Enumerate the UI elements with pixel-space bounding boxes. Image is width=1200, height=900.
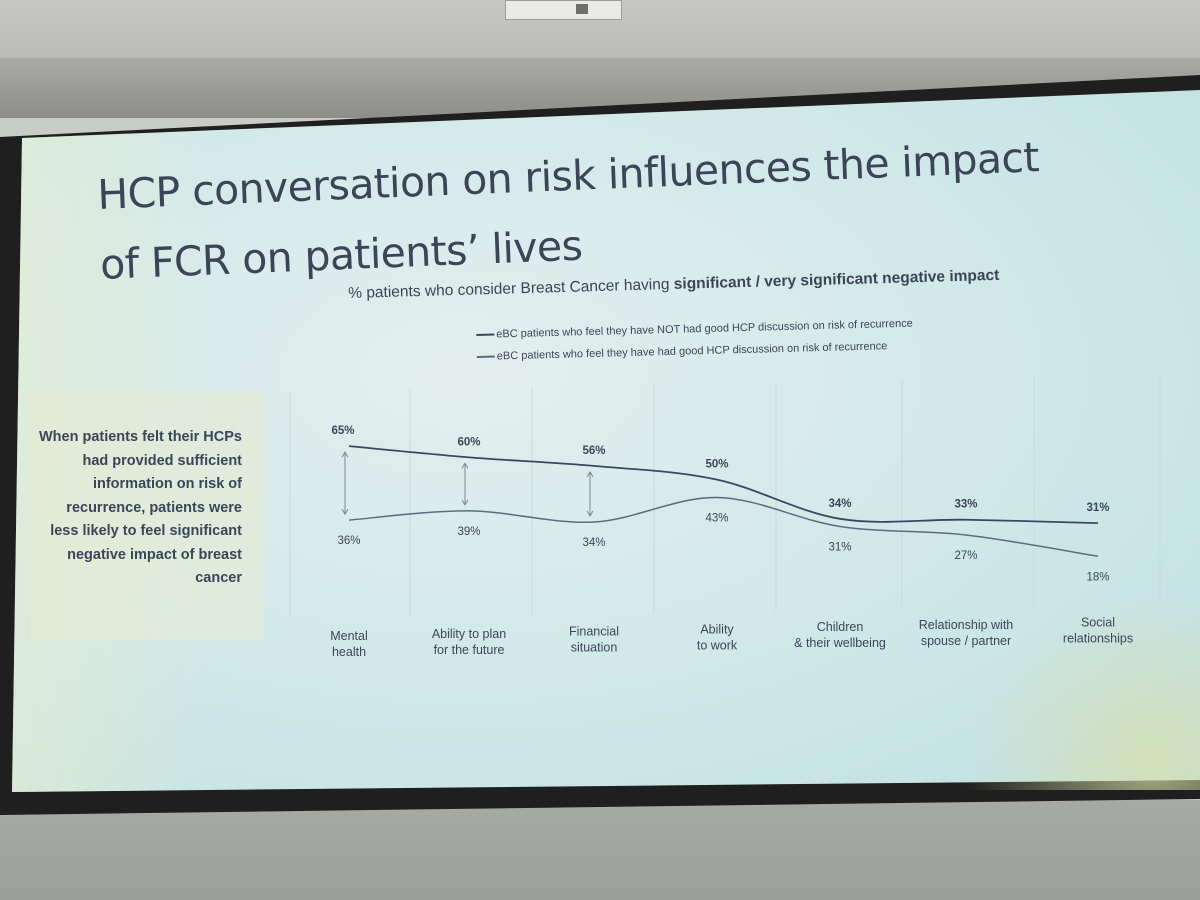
category-label-5-line-0: Relationship with (919, 618, 1014, 632)
data-label-not-good-2: 56% (582, 445, 605, 457)
data-label-not-good-5: 33% (954, 499, 977, 511)
gap-arrow-head-top-2 (586, 470, 594, 478)
category-label-3-line-0: Ability (700, 622, 734, 636)
side-note-panel (30, 392, 264, 640)
gap-arrow-head-bottom-1 (461, 499, 469, 506)
category-label-5-line-1: spouse / partner (921, 634, 1011, 648)
data-label-good-3: 43% (705, 512, 728, 524)
gap-arrow-head-top-0 (341, 451, 349, 458)
slide-decoration (960, 590, 1200, 790)
gap-arrow-head-top-1 (461, 462, 469, 469)
data-label-not-good-0: 65% (331, 425, 354, 437)
ceiling-vent (505, 0, 622, 20)
gap-arrow-head-bottom-2 (586, 510, 594, 517)
data-label-good-1: 39% (457, 526, 480, 538)
data-label-not-good-3: 50% (705, 459, 728, 471)
category-label-2-line-1: situation (571, 641, 618, 655)
ceiling (0, 0, 1200, 62)
category-label-1-line-0: Ability to plan (432, 627, 506, 641)
data-label-not-good-1: 60% (457, 436, 480, 448)
data-label-good-2: 34% (582, 537, 605, 549)
category-label-3-line-1: to work (697, 638, 738, 652)
side-note-text: When patients felt their HCPs had provid… (38, 429, 242, 586)
category-label-6-line-1: relationships (1063, 632, 1133, 646)
gap-arrow-head-bottom-0 (341, 508, 349, 516)
data-label-good-4: 31% (828, 541, 851, 553)
category-label-6-line-0: Social (1081, 616, 1115, 630)
data-label-good-5: 27% (954, 550, 977, 562)
category-label-0-line-0: Mental (330, 629, 368, 643)
category-label-1-line-1: for the future (434, 643, 505, 657)
category-label-4-line-0: Children (817, 620, 864, 634)
data-label-not-good-4: 34% (828, 498, 851, 510)
category-label-4-line-1: & their wellbeing (794, 636, 886, 650)
data-label-good-0: 36% (337, 535, 360, 547)
series-line-good (348, 496, 1099, 558)
wall-below-screen (0, 800, 1200, 900)
data-label-not-good-6: 31% (1086, 502, 1109, 514)
data-label-good-6: 18% (1086, 571, 1109, 583)
series-line-not-good (348, 445, 1099, 525)
category-label-2-line-0: Financial (569, 625, 619, 639)
category-label-0-line-1: health (332, 645, 366, 659)
